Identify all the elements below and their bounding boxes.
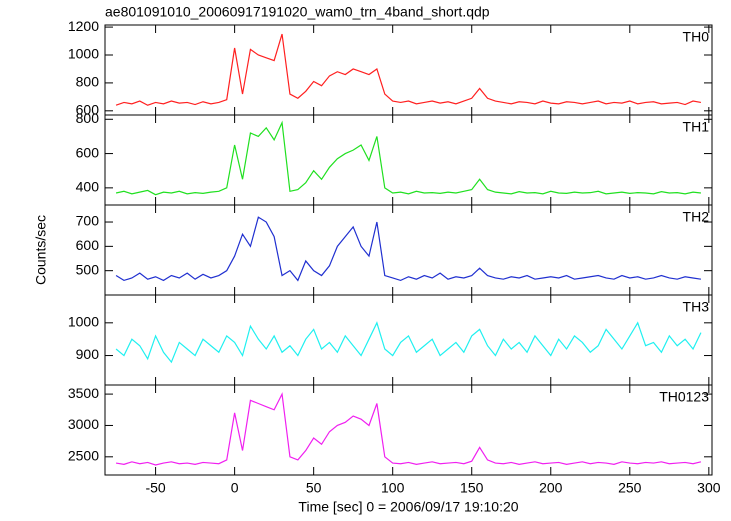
legend-label: TH3: [683, 299, 710, 315]
legend-label: TH2: [683, 209, 710, 225]
x-axis-label: Time [sec] 0 = 2006/09/17 19:10:20: [298, 499, 518, 515]
x-tick-label: 300: [697, 480, 721, 496]
y-tick-label: 800: [76, 110, 100, 126]
x-tick-label: 50: [306, 480, 322, 496]
y-tick-label: 400: [76, 179, 100, 195]
x-tick-label: 250: [618, 480, 642, 496]
legend-label: TH1: [683, 119, 710, 135]
y-tick-label: 800: [76, 74, 100, 90]
y-axis-label: Counts/sec: [33, 215, 49, 285]
y-tick-label: 3000: [68, 416, 99, 432]
data-line: [115, 216, 702, 282]
y-tick-label: 900: [76, 346, 100, 362]
panel-frame: [104, 114, 713, 206]
data-line: [115, 321, 702, 364]
data-line: [115, 33, 702, 106]
panel-frame: [104, 384, 713, 476]
panel-frame: [104, 204, 713, 296]
legend-label: TH0: [683, 29, 710, 45]
y-tick-label: 600: [76, 237, 100, 253]
y-tick-label: 700: [76, 213, 100, 229]
panel-frame: [104, 294, 713, 386]
y-tick-label: 600: [76, 102, 100, 118]
x-tick-label: -50: [145, 480, 165, 496]
x-tick-label: 100: [381, 480, 405, 496]
x-tick-label: 0: [231, 480, 239, 496]
chart-title: ae801091010_20060917191020_wam0_trn_4ban…: [105, 4, 490, 20]
data-line: [115, 120, 701, 196]
y-tick-label: 1000: [68, 314, 99, 330]
y-tick-label: 1200: [68, 18, 99, 34]
x-tick-label: 200: [539, 480, 563, 496]
y-tick-label: 600: [76, 144, 100, 160]
data-line: [115, 392, 702, 466]
x-tick-label: 150: [460, 480, 484, 496]
y-tick-label: 3500: [68, 385, 99, 401]
y-tick-label: 1000: [68, 46, 99, 62]
legend-label: TH0123: [659, 389, 709, 405]
y-tick-label: 2500: [68, 448, 99, 464]
y-tick-label: 500: [76, 261, 100, 277]
